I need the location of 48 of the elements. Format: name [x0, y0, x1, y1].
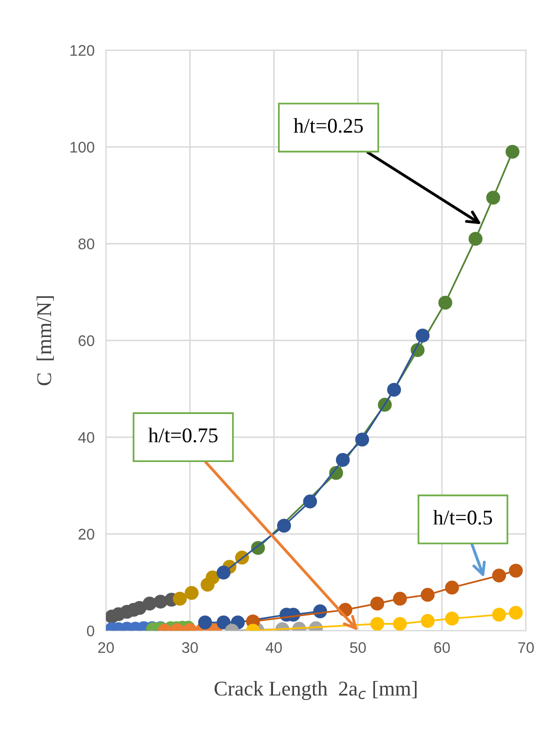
point [445, 580, 459, 595]
point [198, 615, 212, 630]
y-tick-label: 0 [86, 626, 94, 636]
point [508, 564, 523, 578]
y-tick-label: 20 [78, 528, 94, 540]
y-tick-label: 120 [70, 45, 94, 56]
point [387, 382, 402, 397]
y-axis-title: C [mm/N] [36, 296, 54, 386]
y-tick-label: 60 [78, 335, 94, 346]
point [355, 432, 370, 447]
x-tick-label: 20 [98, 642, 114, 653]
annotation: h/t=0.25 [294, 118, 363, 133]
x-tick-label: 50 [350, 642, 366, 653]
point [303, 494, 318, 508]
point [216, 566, 230, 580]
x-tick-label: 60 [434, 642, 450, 653]
point [184, 586, 199, 600]
point [438, 296, 452, 310]
point [370, 616, 384, 631]
point [206, 570, 220, 584]
point [172, 592, 187, 606]
point [468, 232, 482, 246]
point [420, 614, 435, 628]
point [216, 615, 230, 630]
annotation: h/t=0.5 [433, 510, 492, 525]
point [508, 606, 523, 620]
point [154, 594, 168, 609]
y-tick-label: 80 [78, 238, 94, 250]
y-tick-label: 40 [78, 432, 94, 443]
point [370, 596, 384, 611]
x-tick-label: 30 [182, 642, 198, 653]
point [336, 452, 350, 467]
point [492, 568, 506, 582]
point [277, 518, 291, 533]
point [506, 144, 520, 159]
point [486, 190, 500, 205]
point [445, 612, 459, 626]
y-tick-label: 100 [70, 142, 94, 153]
x-tick-label: 70 [518, 642, 534, 653]
x-tick-label: 40 [266, 642, 282, 653]
point [420, 588, 435, 602]
point [142, 596, 157, 611]
point [393, 592, 407, 606]
point [416, 328, 430, 343]
annotation: h/t=0.75 [148, 428, 218, 442]
point [393, 616, 407, 631]
point [492, 608, 506, 622]
x-axis-title: Crack Length 2a$_{c}$ [mm] [214, 681, 417, 700]
